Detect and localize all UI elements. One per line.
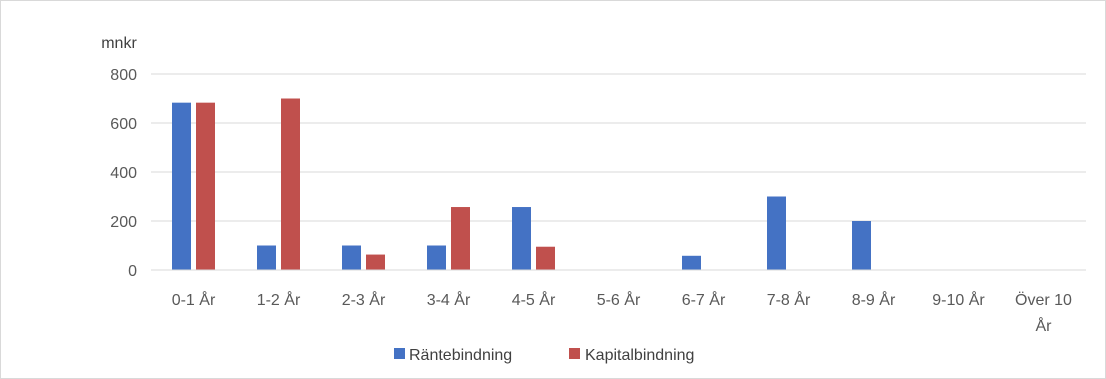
x-tick-label: 0-1 År bbox=[172, 290, 216, 309]
y-tick-label: 0 bbox=[128, 263, 137, 280]
x-tick-label: 7-8 År bbox=[767, 290, 811, 309]
x-tick-label: 4-5 År bbox=[512, 290, 556, 309]
y-axis-unit-label: mnkr bbox=[101, 35, 137, 52]
bars bbox=[172, 98, 871, 270]
legend-label: Räntebindning bbox=[409, 347, 512, 364]
legend-label: Kapitalbindning bbox=[585, 347, 694, 364]
bar-rantebindning bbox=[852, 221, 871, 270]
bar-rantebindning bbox=[172, 102, 191, 270]
legend: Räntebindning Kapitalbindning bbox=[394, 347, 694, 364]
gridlines bbox=[151, 73, 1086, 222]
bar-rantebindning bbox=[257, 245, 276, 270]
x-tick-label: 5-6 År bbox=[597, 290, 641, 309]
bar-kapitalbindning bbox=[196, 102, 215, 270]
y-tick-label: 400 bbox=[110, 165, 137, 182]
y-tick-label: 800 bbox=[110, 67, 137, 84]
y-axis-tick-labels: 0 200 400 600 800 bbox=[110, 67, 137, 280]
bar-kapitalbindning bbox=[281, 98, 300, 270]
x-axis-tick-labels: 0-1 År 1-2 År 2-3 År 3-4 År 4-5 År 5-6 År 6-7 … bbox=[172, 290, 1072, 335]
y-tick-label: 200 bbox=[110, 214, 137, 231]
x-tick-label: År bbox=[1036, 316, 1053, 335]
x-tick-label: 9-10 År bbox=[932, 290, 985, 309]
x-tick-label: 1-2 År bbox=[257, 290, 301, 309]
x-tick-label: 2-3 År bbox=[342, 290, 386, 309]
x-tick-label: 6-7 År bbox=[682, 290, 726, 309]
y-tick-label: 600 bbox=[110, 116, 137, 133]
bar-rantebindning bbox=[767, 196, 786, 270]
x-tick-label: 3-4 År bbox=[427, 290, 471, 309]
bar-rantebindning bbox=[342, 245, 361, 270]
x-tick-label: Över 10 bbox=[1015, 291, 1072, 309]
x-tick-label: 8-9 År bbox=[852, 290, 896, 309]
bar-kapitalbindning bbox=[536, 246, 555, 270]
bar-kapitalbindning bbox=[366, 254, 385, 270]
bar-rantebindning bbox=[427, 245, 446, 270]
legend-swatch bbox=[569, 348, 580, 359]
legend-swatch bbox=[394, 348, 405, 359]
bar-kapitalbindning bbox=[451, 207, 470, 270]
bar-rantebindning bbox=[512, 207, 531, 270]
bar-rantebindning bbox=[682, 255, 701, 270]
